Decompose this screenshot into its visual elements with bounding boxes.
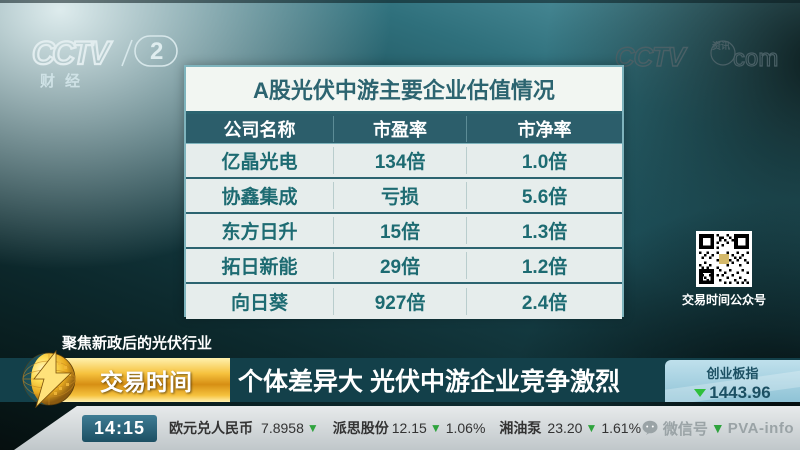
svg-text:2: 2 [150,38,163,65]
svg-text:CCTV: CCTV [615,42,687,72]
svg-text:资讯: 资讯 [712,40,730,51]
svg-text:com: com [733,45,778,72]
svg-text:CCTV: CCTV [32,35,113,71]
